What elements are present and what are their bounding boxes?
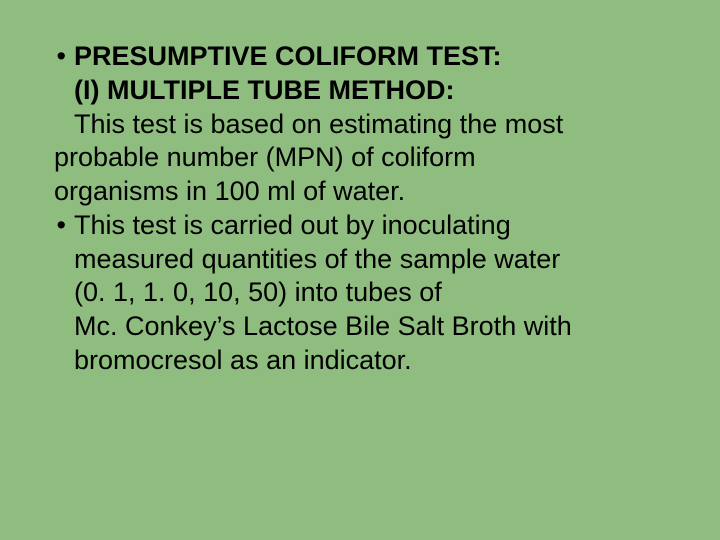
text-line: bromocresol as an indicator.: [30, 344, 690, 378]
text-line: (I) MULTIPLE TUBE METHOD:: [74, 74, 454, 108]
text-line: Mc. Conkey’s Lactose Bile Salt Broth wit…: [30, 310, 690, 344]
text-row: (I) MULTIPLE TUBE METHOD:: [30, 74, 690, 108]
text-line: measured quantities of the sample water: [30, 243, 690, 277]
bullet-marker: •: [30, 40, 74, 74]
bullet-item-1: • PRESUMPTIVE COLIFORM TEST:: [30, 40, 690, 74]
text-line: This test is based on estimating the mos…: [74, 108, 563, 142]
slide-text-content: • PRESUMPTIVE COLIFORM TEST: (I) MULTIPL…: [30, 40, 690, 378]
bullet-item-2: • This test is carried out by inoculatin…: [30, 209, 690, 243]
text-line: PRESUMPTIVE COLIFORM TEST:: [74, 40, 502, 74]
text-line: organisms in 100 ml of water.: [30, 175, 690, 209]
text-line: (0. 1, 1. 0, 10, 50) into tubes of: [30, 276, 690, 310]
slide-container: • PRESUMPTIVE COLIFORM TEST: (I) MULTIPL…: [0, 0, 720, 540]
text-row: This test is based on estimating the mos…: [30, 108, 690, 142]
text-line: probable number (MPN) of coliform: [30, 141, 690, 175]
text-line: This test is carried out by inoculating: [74, 209, 511, 243]
bullet-dot-icon: •: [57, 41, 66, 71]
bullet-marker: •: [30, 209, 74, 243]
bullet-dot-icon: •: [57, 210, 66, 240]
